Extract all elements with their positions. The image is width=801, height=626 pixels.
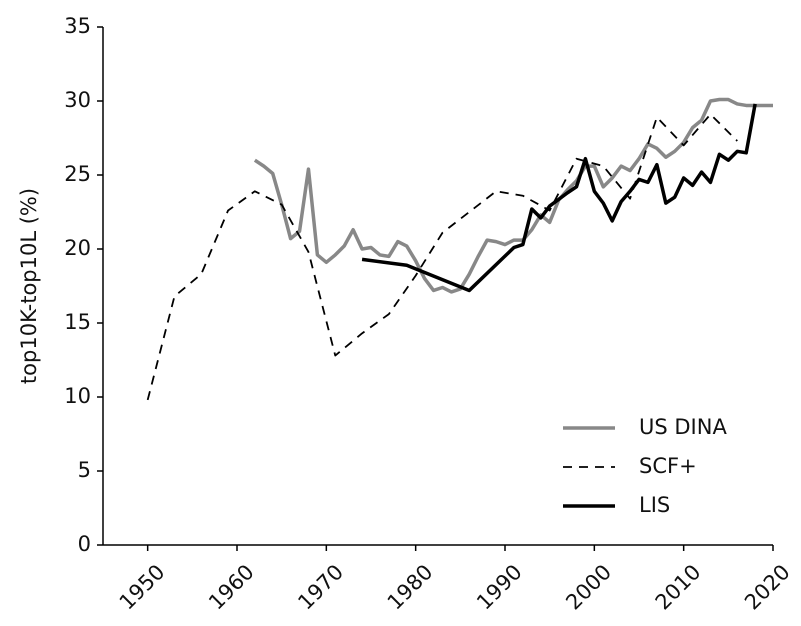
y-tick-label: 15 xyxy=(64,310,91,334)
y-tick-label: 0 xyxy=(78,532,91,556)
x-tick-label: 1960 xyxy=(204,560,259,615)
y-tick-label: 35 xyxy=(64,14,91,38)
series-line xyxy=(361,103,757,293)
legend-label: LIS xyxy=(639,493,670,517)
series-line xyxy=(253,97,773,294)
y-tick-label: 20 xyxy=(64,236,91,260)
x-tick-label: 1990 xyxy=(472,560,527,615)
x-tick-label: 2010 xyxy=(651,560,706,615)
x-tick-label: 2000 xyxy=(561,560,616,615)
x-tick-label: 2020 xyxy=(740,560,795,615)
x-tick-label: 1970 xyxy=(293,560,348,615)
y-tick-label: 5 xyxy=(78,458,91,482)
y-tick-label: 30 xyxy=(64,88,91,112)
x-tick-label: 1950 xyxy=(115,560,170,615)
legend-label: US DINA xyxy=(639,415,727,439)
x-tick-label: 1980 xyxy=(383,560,438,615)
y-tick-label: 25 xyxy=(64,162,91,186)
y-axis-label: top10K-top10L (%) xyxy=(17,188,41,384)
y-tick-label: 10 xyxy=(64,384,91,408)
series-line xyxy=(146,113,738,401)
legend-label: SCF+ xyxy=(639,454,697,478)
